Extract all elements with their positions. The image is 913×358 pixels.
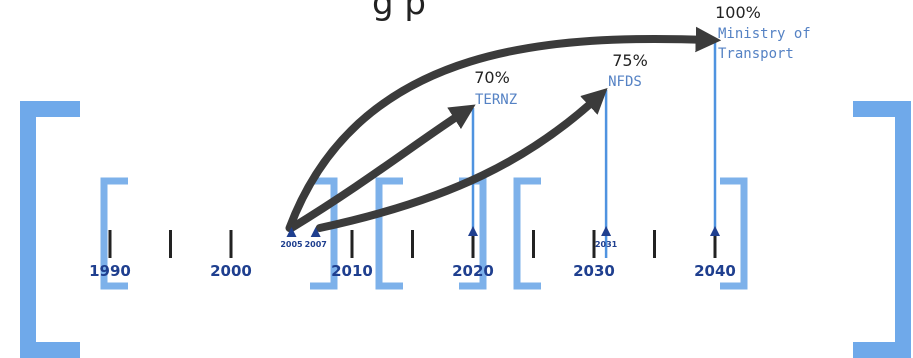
inner-bracket-left (375, 177, 403, 290)
year-label: 2030 (573, 262, 615, 280)
year-label: 2040 (694, 262, 736, 280)
target-percent-label: 100% (715, 3, 761, 22)
year-label: 1990 (89, 262, 131, 280)
inner-bracket-right (720, 177, 748, 290)
timeline-ticks (108, 230, 656, 258)
origin-markers: 2005 2007 2031 (280, 227, 618, 249)
year-label: 2000 (210, 262, 252, 280)
target-labels: 70% TERNZ 75% NFDS 100% Ministry of Transport (474, 3, 811, 108)
forecast-arrow (287, 104, 476, 232)
target-marker-triangle (601, 226, 612, 236)
inner-bracket-left (513, 177, 541, 290)
year-label: 2020 (452, 262, 494, 280)
target-agency-label: Ministry of (718, 26, 811, 42)
inner-bracket-right (310, 177, 338, 290)
origin-marker-triangle (286, 227, 297, 237)
outer-left-bracket-shape (20, 101, 80, 358)
forecast-arrow (285, 26, 722, 232)
target-year-marker-label: 2031 (595, 240, 618, 249)
year-labels: 1990 2000 2010 2020 2030 2040 (89, 262, 736, 280)
origin-year-label: 2005 (280, 240, 303, 249)
origin-year-label: 2007 (305, 240, 327, 249)
outer-left-bracket (20, 101, 80, 358)
target-agency-label: TERNZ (475, 92, 517, 108)
target-percent-label: 70% (474, 68, 510, 87)
year-label: 2010 (331, 262, 373, 280)
outer-right-bracket (853, 101, 911, 358)
origin-marker-triangle (310, 227, 321, 237)
forecast-arrows (285, 26, 722, 232)
target-marker-triangle (468, 226, 478, 236)
target-marker-triangle (710, 226, 720, 236)
target-agency-label: NFDS (608, 74, 642, 90)
inner-bracket-left (100, 177, 128, 290)
title-fragment: g p (372, 0, 426, 23)
outer-right-bracket-shape (853, 101, 911, 358)
forecast-arrow (315, 88, 608, 232)
target-percent-label: 75% (612, 51, 648, 70)
target-agency-label: Transport (718, 46, 794, 62)
